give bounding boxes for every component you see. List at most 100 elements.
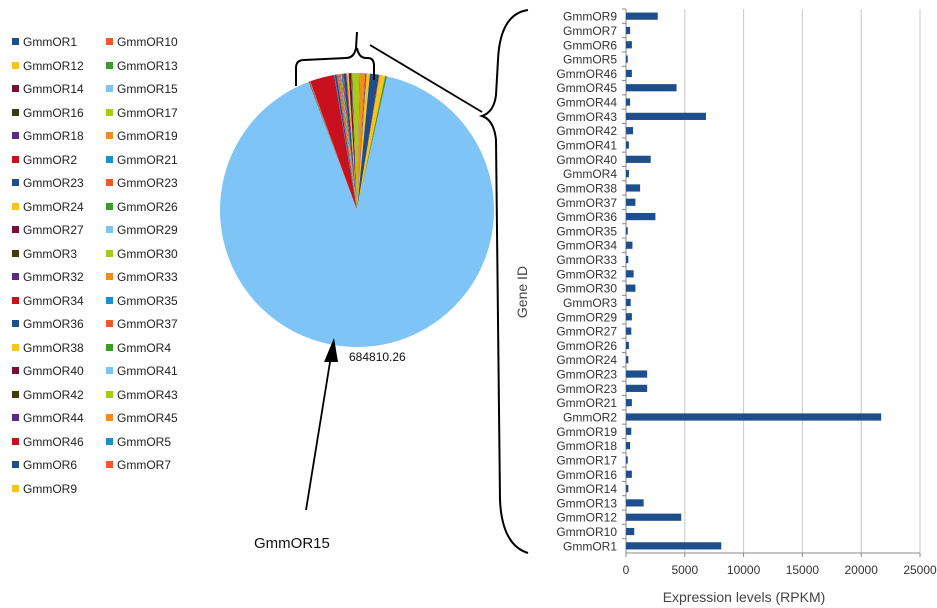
legend-item: GmmOR21 [106,153,178,167]
y-tick-label: GmmOR4 [563,167,617,181]
pie-slice [357,73,367,210]
legend-item: GmmOR3 [12,247,77,261]
legend-item: GmmOR5 [106,435,171,449]
legend-item: GmmOR4 [106,341,171,355]
legend-label: GmmOR45 [117,411,178,425]
legend-swatch [106,437,113,445]
legend-label: GmmOR35 [117,293,178,308]
legend-swatch [106,367,113,374]
bar [626,270,634,278]
bar [626,26,631,35]
legend-swatch [12,108,19,116]
pie-slice [357,73,366,210]
legend-item: GmmOR34 [12,294,84,308]
legend-item: GmmOR38 [12,341,84,355]
y-tick-label: GmmOR7 [563,24,617,38]
y-tick-label: GmmOR10 [556,525,617,539]
y-tick-label: GmmOR45 [556,81,617,95]
legend-swatch [106,38,113,45]
legend-swatch [106,179,113,186]
legend-label: GmmOR12 [23,58,84,73]
bar [626,212,656,221]
bar-brace [478,9,529,554]
x-tick-label: 20000 [845,563,879,577]
legend-label: GmmOR37 [117,317,178,331]
legend-item: GmmOR35 [106,294,178,308]
legend-swatch [106,61,113,69]
legend-label: GmmOR46 [23,434,84,449]
legend-swatch [106,85,113,92]
pie-slice [341,73,357,210]
pie-slice [357,75,387,211]
legend-label: GmmOR34 [23,293,84,308]
y-tick-label: GmmOR37 [556,196,617,210]
legend-label: GmmOR42 [23,387,84,402]
pie-slice [309,81,357,210]
legend-swatch [12,367,19,374]
pie-slice [334,74,357,211]
pie-slice [357,73,361,210]
legend-item: GmmOR6 [12,458,77,472]
y-tick-label: GmmOR34 [556,239,617,253]
bar [626,41,632,49]
legend-swatch [12,273,19,280]
pie-slice [357,74,380,210]
bar [626,484,629,493]
legend-item: GmmOR18 [12,129,84,143]
pie-slice [339,74,357,210]
x-tick-label: 25000 [903,563,937,577]
legend-item: GmmOR24 [12,200,84,214]
y-tick-label: GmmOR30 [556,282,617,296]
legend-item: GmmOR13 [106,59,178,73]
legend-item: GmmOR26 [106,200,178,214]
pie-slice [334,74,357,210]
legend-swatch [106,320,113,327]
legend-swatch [12,132,19,139]
y-tick-label: GmmOR32 [556,267,617,281]
bar [626,413,882,421]
legend-swatch [12,320,19,327]
legend-item: GmmOR19 [106,129,178,143]
pie-slice [357,76,388,210]
legend-label: GmmOR38 [23,340,84,355]
y-tick-label: GmmOR2 [563,411,617,425]
y-tick-label: GmmOR42 [556,124,617,138]
y-axis-title: Gene ID [514,266,530,318]
legend-label: GmmOR7 [117,458,171,472]
y-tick-label: GmmOR27 [556,325,617,339]
legend-label: GmmOR33 [117,270,178,284]
y-tick-label: GmmOR46 [556,67,617,81]
legend-label: GmmOR32 [23,270,84,284]
legend-item: GmmOR17 [106,106,178,120]
legend-swatch [12,85,19,92]
legend-label: GmmOR1 [23,35,77,49]
bar [626,170,629,178]
y-tick-label: GmmOR24 [556,353,617,367]
y-tick-label: GmmOR13 [556,496,617,510]
legend-item: GmmOR42 [12,388,84,402]
legend-label: GmmOR13 [117,58,178,73]
legend-swatch [12,484,19,492]
legend-swatch [106,202,113,210]
legend-label: GmmOR10 [117,35,178,49]
legend-label: GmmOR4 [117,340,171,355]
pie-slice [357,73,380,210]
pie-slice [357,73,366,211]
annotation-arrow-shaft [305,355,332,511]
legend-label: GmmOR26 [117,199,178,214]
bar [626,284,636,292]
legend-item: GmmOR27 [12,223,84,237]
center-value-label: 684810.26 [349,350,406,364]
legend-swatch [106,249,113,257]
x-tick-label: 5000 [671,563,698,577]
legend-item: GmmOR12 [12,59,84,73]
legend-label: GmmOR36 [23,317,84,331]
legend-item: GmmOR14 [12,82,84,96]
legend-item: GmmOR10 [106,35,178,49]
legend-item: GmmOR37 [106,317,178,331]
legend-item: GmmOR33 [106,270,178,284]
pie-slice [347,73,357,210]
bar [626,370,648,378]
legend-swatch [12,296,19,304]
pie-chart [220,73,495,347]
